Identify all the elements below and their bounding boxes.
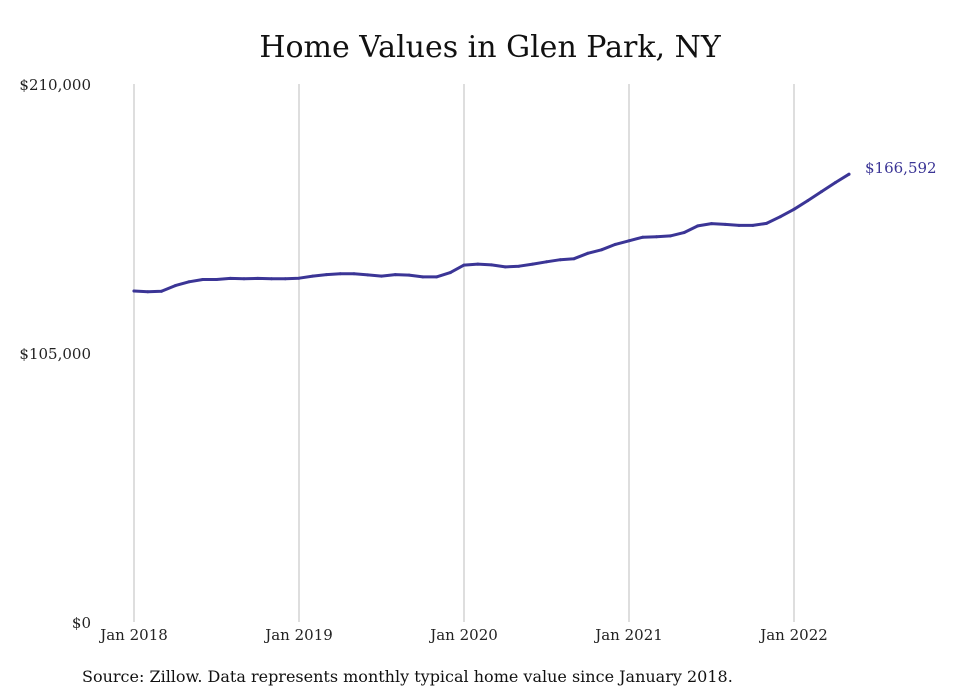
data-point bbox=[462, 263, 466, 267]
data-point bbox=[242, 277, 246, 281]
data-point bbox=[352, 272, 356, 276]
data-point bbox=[173, 284, 177, 288]
data-point bbox=[545, 260, 548, 264]
series-group bbox=[132, 172, 851, 294]
data-point bbox=[751, 223, 755, 227]
series-line bbox=[132, 172, 851, 294]
data-point bbox=[517, 264, 521, 268]
data-point bbox=[792, 207, 796, 211]
data-point bbox=[393, 273, 397, 277]
data-point bbox=[682, 231, 686, 235]
data-point bbox=[476, 262, 480, 266]
data-point bbox=[448, 271, 452, 275]
data-point bbox=[531, 262, 535, 266]
data-point bbox=[201, 278, 205, 281]
x-tick-label: Jan 2018 bbox=[98, 626, 168, 644]
data-point bbox=[380, 274, 383, 278]
data-point bbox=[613, 242, 617, 246]
data-point bbox=[256, 276, 260, 280]
data-point bbox=[820, 190, 823, 194]
data-point bbox=[270, 277, 273, 281]
x-tick-label: Jan 2022 bbox=[758, 626, 828, 644]
data-point bbox=[765, 221, 768, 225]
data-point bbox=[696, 224, 700, 228]
data-point bbox=[160, 289, 163, 293]
chart-title: Home Values in Glen Park, NY bbox=[259, 30, 721, 65]
data-point bbox=[586, 251, 590, 255]
data-point bbox=[723, 222, 727, 226]
data-point bbox=[407, 273, 411, 277]
data-point bbox=[558, 258, 562, 262]
data-point bbox=[710, 222, 713, 226]
data-point bbox=[572, 257, 576, 261]
data-point bbox=[325, 273, 328, 277]
data-point bbox=[737, 223, 741, 227]
data-point bbox=[338, 272, 342, 276]
y-tick-label: $105,000 bbox=[19, 345, 91, 363]
data-point bbox=[421, 275, 425, 279]
data-point bbox=[668, 234, 672, 238]
data-point bbox=[778, 215, 782, 219]
end-value-label: $166,592 bbox=[865, 159, 937, 177]
y-axis-labels: $0 $105,000 $210,000 bbox=[19, 76, 91, 632]
data-point bbox=[132, 289, 136, 293]
data-point bbox=[215, 278, 218, 281]
data-point bbox=[366, 273, 370, 277]
data-point bbox=[847, 172, 851, 176]
data-point bbox=[655, 235, 658, 239]
data-point bbox=[806, 199, 810, 203]
x-tick-label: Jan 2021 bbox=[593, 626, 663, 644]
data-point bbox=[503, 265, 507, 269]
data-point bbox=[435, 275, 438, 279]
source-note: Source: Zillow. Data represents monthly … bbox=[82, 667, 733, 686]
data-point bbox=[490, 263, 493, 267]
data-point bbox=[283, 277, 287, 281]
data-point bbox=[228, 276, 232, 280]
data-point bbox=[600, 248, 603, 252]
x-axis-labels: Jan 2018 Jan 2019 Jan 2020 Jan 2021 Jan 2022 bbox=[98, 626, 828, 644]
y-tick-label: $210,000 bbox=[19, 76, 91, 94]
data-point bbox=[146, 290, 150, 294]
data-point bbox=[297, 276, 301, 280]
y-tick-label: $0 bbox=[72, 614, 91, 632]
data-point bbox=[627, 239, 631, 243]
data-point bbox=[187, 280, 191, 284]
data-point bbox=[641, 235, 645, 239]
end-value-label-group: $166,592 bbox=[865, 159, 937, 177]
x-tick-label: Jan 2019 bbox=[263, 626, 333, 644]
data-point bbox=[833, 181, 837, 185]
vertical-gridlines bbox=[133, 84, 795, 622]
x-tick-label: Jan 2020 bbox=[428, 626, 498, 644]
data-point bbox=[311, 274, 315, 278]
